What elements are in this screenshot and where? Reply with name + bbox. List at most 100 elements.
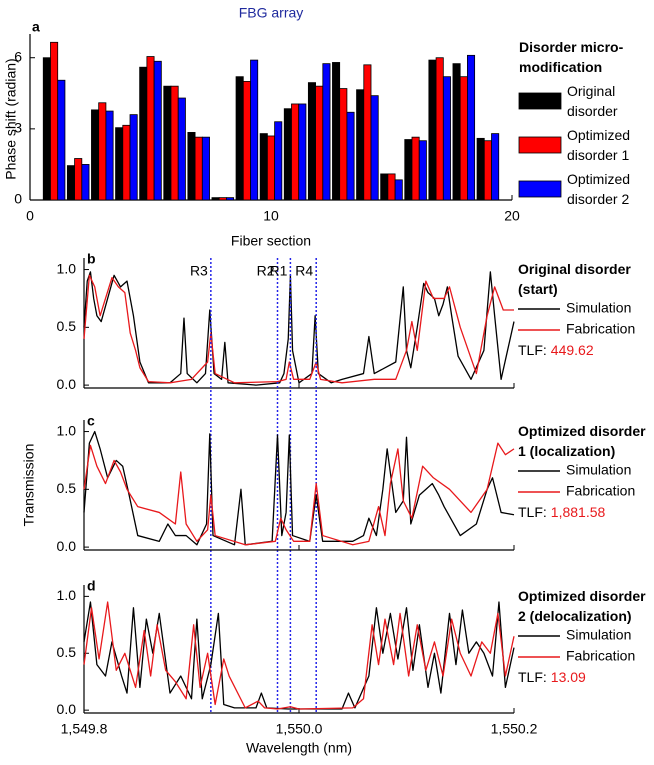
bar bbox=[370, 95, 379, 201]
series-line bbox=[83, 442, 515, 546]
y-tick-label: 0.5 bbox=[57, 644, 77, 660]
bar bbox=[452, 63, 461, 201]
bar bbox=[491, 133, 500, 201]
bar bbox=[91, 109, 100, 201]
bar bbox=[339, 88, 348, 201]
y-tick-label: 0 bbox=[14, 191, 22, 207]
metric-value: 449.62 bbox=[551, 342, 594, 358]
metric-value: 13.09 bbox=[551, 669, 586, 685]
bar bbox=[363, 64, 372, 201]
legend-label: Fabrication bbox=[566, 648, 635, 664]
y-tick-label: 0.5 bbox=[57, 480, 77, 496]
bar bbox=[218, 197, 227, 201]
legend-title: Disorder micro-modification bbox=[519, 39, 624, 75]
series-line bbox=[83, 274, 514, 384]
bar bbox=[50, 41, 59, 201]
metric: TLF: 13.09 bbox=[518, 669, 586, 685]
bar bbox=[115, 127, 124, 201]
bar bbox=[459, 76, 468, 201]
bar bbox=[201, 136, 210, 201]
bar bbox=[356, 89, 365, 201]
bar bbox=[411, 136, 420, 201]
bar bbox=[153, 60, 162, 201]
bar bbox=[476, 137, 485, 201]
legend-label: Original disorder bbox=[567, 83, 618, 119]
bar bbox=[211, 197, 220, 201]
bar bbox=[177, 97, 186, 201]
metric: TLF: 1,881.58 bbox=[518, 504, 605, 520]
y-tick-label: 0.0 bbox=[57, 701, 77, 717]
bar bbox=[42, 57, 51, 201]
y-axis-label: Transmission bbox=[21, 444, 37, 527]
x-tick-label: 20 bbox=[504, 208, 520, 224]
metric-name: TLF: bbox=[518, 504, 547, 520]
bar bbox=[57, 79, 66, 201]
chart-title: FBG array bbox=[239, 5, 304, 21]
bar bbox=[250, 59, 259, 201]
bar bbox=[259, 133, 268, 201]
x-axis-label: Fiber section bbox=[231, 233, 311, 249]
legend-label: Simulation bbox=[566, 627, 631, 643]
legend-label: Fabrication bbox=[566, 321, 635, 337]
panel-label: a bbox=[32, 19, 40, 35]
bar bbox=[163, 85, 172, 201]
metric: TLF: 449.62 bbox=[518, 342, 594, 358]
bar bbox=[194, 136, 203, 201]
y-tick-label: 0.0 bbox=[57, 538, 77, 554]
reference-label: R2 bbox=[257, 263, 275, 279]
legend-swatch bbox=[518, 180, 562, 198]
bar bbox=[442, 76, 451, 201]
bar bbox=[235, 76, 244, 201]
panel-label: d bbox=[87, 578, 96, 594]
x-tick-label: 0 bbox=[26, 208, 34, 224]
legend-label: Fabrication bbox=[566, 483, 635, 499]
metric-name: TLF: bbox=[518, 342, 547, 358]
bar bbox=[266, 135, 276, 201]
y-tick-label: 1.0 bbox=[57, 260, 77, 276]
bar bbox=[291, 103, 300, 201]
bar bbox=[404, 139, 413, 201]
legend-label: Simulation bbox=[566, 462, 631, 478]
bar bbox=[483, 140, 492, 201]
bar bbox=[283, 108, 292, 201]
x-tick-label: 1,550.2 bbox=[491, 721, 538, 737]
series-line bbox=[83, 601, 515, 710]
legend-label: Optimized disorder 2 bbox=[567, 171, 631, 207]
bar bbox=[380, 173, 389, 201]
bar bbox=[298, 103, 307, 201]
series-line bbox=[83, 430, 515, 546]
bar bbox=[418, 140, 427, 201]
y-tick-label: 3 bbox=[14, 120, 22, 136]
bar bbox=[66, 165, 75, 201]
reference-label: R1 bbox=[269, 263, 287, 279]
bar bbox=[122, 124, 131, 201]
panel-label: c bbox=[87, 413, 95, 429]
legend-swatch bbox=[518, 136, 562, 154]
series-line bbox=[83, 601, 515, 710]
y-tick-label: 0.5 bbox=[57, 318, 77, 334]
bar bbox=[139, 66, 148, 201]
legend-title: Optimized disorder 2 (delocalization) bbox=[518, 588, 646, 624]
bar bbox=[129, 114, 138, 201]
legend-label: Optimized disorder 1 bbox=[567, 127, 631, 163]
x-tick-label: 1,550.0 bbox=[276, 721, 323, 737]
bar bbox=[187, 132, 196, 201]
legend-title: Optimized disorder 1 (localization) bbox=[518, 423, 646, 459]
y-tick-label: 1.0 bbox=[57, 422, 77, 438]
bar bbox=[428, 59, 437, 201]
legend-title: Original disorder (start) bbox=[518, 261, 631, 297]
bar bbox=[146, 56, 155, 201]
bar bbox=[394, 179, 403, 201]
bar bbox=[242, 81, 251, 201]
bar bbox=[274, 121, 283, 201]
bar bbox=[315, 85, 324, 201]
bar bbox=[467, 54, 476, 201]
reference-label: R4 bbox=[295, 263, 313, 279]
metric-name: TLF: bbox=[518, 669, 547, 685]
bar bbox=[435, 57, 444, 201]
bar bbox=[332, 62, 341, 201]
reference-label: R3 bbox=[190, 263, 208, 279]
bar bbox=[98, 102, 107, 201]
